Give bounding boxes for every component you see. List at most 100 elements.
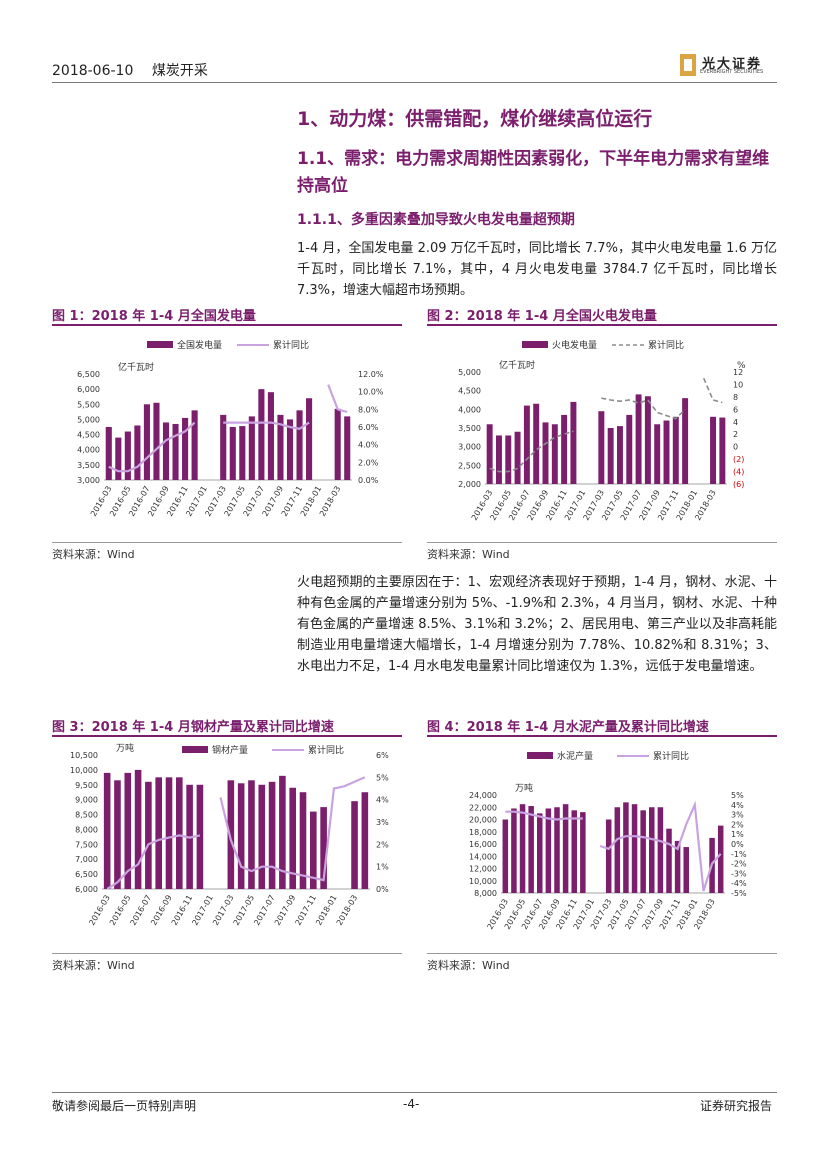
bar-mark — [649, 807, 655, 893]
bar-mark — [153, 402, 160, 480]
y2-tick-label: 0% — [731, 840, 744, 849]
y2-tick-label: 5% — [731, 791, 744, 800]
footer-divider — [52, 1092, 777, 1093]
y2-tick-label: 0.0% — [358, 476, 379, 485]
y2-tick-label: (6) — [733, 480, 744, 489]
bar-mark — [505, 435, 512, 484]
figure-2-title: 图 2：2018 年 1-4 月全国火电发电量 — [427, 309, 657, 324]
bar-mark — [134, 425, 141, 480]
series-line — [108, 384, 348, 473]
bar-mark — [105, 427, 112, 480]
y-tick-label: 6,500 — [77, 370, 100, 379]
report-date: 2018-06-10 — [52, 63, 134, 79]
bar-mark — [537, 813, 543, 893]
bar-mark — [155, 777, 162, 889]
bar-mark — [502, 819, 509, 893]
figure-4-title-rule — [427, 735, 777, 737]
y-tick-label: 5,000 — [458, 368, 481, 377]
legend-bar-swatch — [182, 746, 208, 753]
y-tick-label: 10,000 — [70, 766, 98, 775]
bar-mark — [640, 810, 646, 893]
y-tick-label: 3,000 — [458, 443, 481, 452]
y2-tick-label: 3% — [376, 818, 389, 827]
bar-mark — [523, 405, 530, 484]
bar-mark — [674, 840, 681, 893]
y-tick-label: 10,000 — [469, 877, 497, 886]
bar-mark — [682, 398, 689, 484]
y2-tick-label: 2 — [733, 430, 738, 439]
axis-unit-label: 万吨 — [116, 742, 134, 754]
bar-mark — [598, 411, 605, 484]
legend-line-label: 累计同比 — [308, 744, 344, 756]
y-tick-label: 6,500 — [75, 870, 98, 879]
y2-tick-label: 1% — [376, 863, 389, 872]
bar-mark — [296, 410, 303, 480]
bar-mark — [486, 424, 493, 484]
bar-mark — [162, 422, 170, 480]
bar-mark — [279, 775, 286, 889]
bar-mark — [542, 422, 549, 484]
bar-mark — [248, 780, 255, 889]
figure-1-source: 资料来源：Wind — [52, 548, 135, 561]
y2-tick-label: -2% — [731, 860, 747, 869]
bar-mark — [145, 781, 152, 889]
y-tick-label: 3,500 — [77, 461, 100, 470]
logo-mark-icon — [680, 54, 696, 76]
bar-mark — [657, 807, 664, 893]
footer-disclaimer: 敬请参阅最后一页特别声明 — [52, 1099, 197, 1113]
bar-mark — [571, 810, 577, 893]
figure-3-chart: 钢材产量 累计同比 万吨 10,500 10,000 9,500 9,000 8,500 8,0… — [70, 742, 389, 927]
bar-mark — [143, 404, 150, 480]
header-divider — [52, 82, 777, 83]
y2-tick-label: 10.0% — [358, 388, 384, 397]
bar-mark — [635, 394, 642, 484]
y2-tick-label: 8 — [733, 393, 738, 402]
bar-mark — [196, 784, 204, 889]
bar-mark — [511, 808, 517, 893]
bar-mark — [623, 802, 629, 893]
axis-unit-label: 万吨 — [515, 782, 533, 794]
figure-1-bottom-rule — [52, 542, 402, 543]
bar-mark — [514, 431, 521, 484]
figure-1-title: 图 1：2018 年 1-4 月全国发电量 — [52, 309, 256, 324]
legend-bar-label: 火电发电量 — [552, 339, 597, 351]
y-tick-label: 24,000 — [469, 791, 497, 800]
section-heading-1-1: 1.1、需求：电力需求周期性因素弱化，下半年电力需求有望维持高位 — [297, 149, 770, 196]
y2-tick-label: -3% — [731, 869, 747, 878]
bar-mark — [114, 780, 121, 889]
bar-mark — [277, 414, 284, 480]
bar-mark — [299, 792, 307, 889]
bar-mark — [306, 398, 313, 480]
bar-mark — [237, 783, 245, 889]
bar-mark — [562, 804, 569, 893]
y2-tick-label: -4% — [731, 879, 747, 888]
y-tick-label: 16,000 — [469, 840, 497, 849]
legend-bar-label: 水泥产量 — [557, 750, 593, 762]
axis2-unit-label: % — [737, 361, 746, 371]
y-tick-label: 3,000 — [77, 476, 100, 485]
axis-unit-label: 亿千瓦时 — [118, 361, 154, 373]
bar-mark — [551, 424, 558, 484]
bar-mark — [334, 408, 341, 480]
figure-4-title: 图 4：2018 年 1-4 月水泥产量及累计同比增速 — [427, 720, 709, 735]
bar-mark — [134, 769, 142, 889]
bar-mark — [165, 777, 173, 889]
section-heading-1: 1、动力煤：供需错配，煤价继续高位运行 — [297, 108, 653, 130]
bar-mark — [710, 416, 717, 484]
figure-2-title-rule — [427, 324, 777, 326]
y-tick-label: 4,500 — [458, 387, 481, 396]
bar-mark — [663, 420, 670, 484]
y2-tick-label: 2% — [376, 840, 389, 849]
y2-tick-label: -1% — [731, 850, 747, 859]
bar-mark — [258, 389, 265, 480]
y2-tick-label: 0 — [733, 443, 738, 452]
bar-mark — [229, 427, 236, 480]
bar-mark — [528, 806, 534, 893]
bar-mark — [239, 426, 246, 480]
legend-bar-swatch — [527, 752, 553, 759]
y-tick-label: 8,500 — [75, 811, 98, 820]
bar-mark — [717, 825, 724, 893]
bar-mark — [191, 410, 198, 480]
bar-mark — [626, 414, 633, 484]
y-tick-label: 9,000 — [75, 796, 98, 805]
